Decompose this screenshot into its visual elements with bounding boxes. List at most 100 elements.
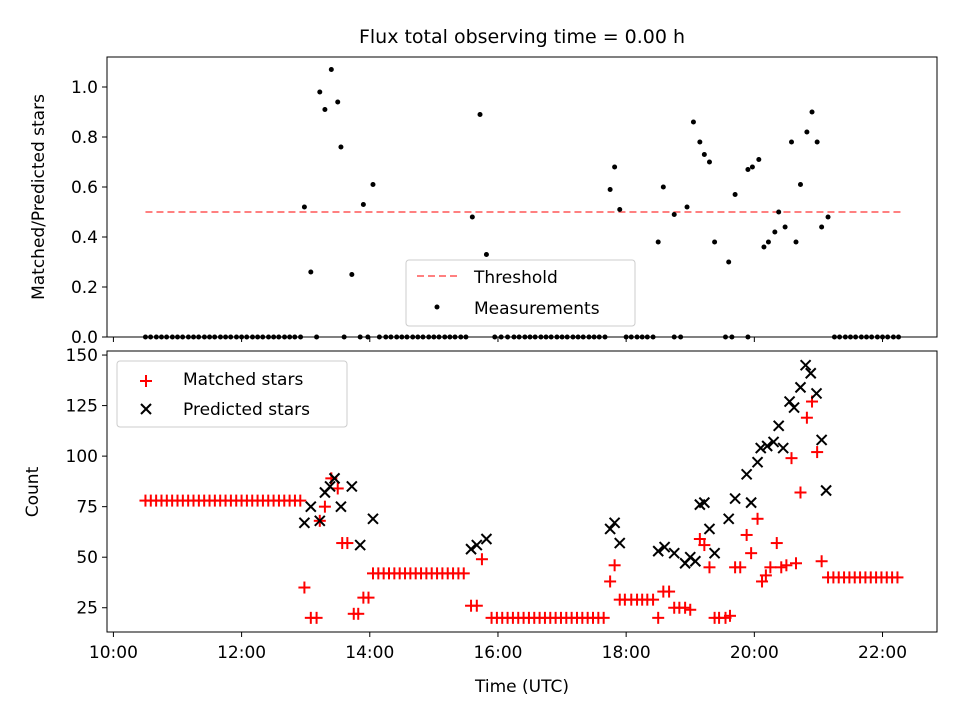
bottom-xtick-label: 18:00 [602,643,651,663]
matched-marker [331,482,344,495]
predicted-marker [755,442,767,454]
predicted-marker [298,517,311,529]
bottom-plot-frame [106,350,938,633]
matched-marker [318,500,331,513]
matched-marker [663,585,676,598]
predicted-marker [346,480,358,493]
legend-measurements-label: Measurements [474,299,600,319]
matched-marker [740,528,753,541]
legend-predicted-swatch [140,403,152,415]
measurement-point [360,202,366,207]
measurement-point [301,204,307,210]
matched-marker [764,561,777,574]
matched-marker [891,571,904,584]
figure-title: Flux total observing time = 0.00 h [359,26,685,48]
bottom-legend-box [116,360,348,428]
bottom-xtick-label: 14:00 [345,643,394,663]
measurement-point [732,192,738,197]
predicted-marker [658,541,671,553]
matched-marker [597,611,610,624]
bottom-ytick-label: 50 [76,548,98,568]
measurement-point [814,139,820,145]
top-plot-frame [106,56,938,338]
matched-marker [294,494,307,507]
measurement-point [804,129,810,135]
predicted-marker [788,401,800,414]
predicted-marker [815,434,828,446]
predicted-marker [799,359,812,371]
predicted-marker [777,442,789,454]
predicted-marker [614,537,626,549]
predicted-marker [805,367,817,379]
matched-marker [723,609,736,622]
matched-marker [679,601,692,614]
predicted-marker [314,515,326,527]
measurement-point [819,224,825,230]
predicted-marker [745,496,757,509]
bottom-xtick-label: 10:00 [89,643,138,663]
bottom-xtick-label: 22:00 [858,643,907,663]
matched-marker [759,569,772,582]
measurement-point [690,119,696,125]
measurement-point [655,239,661,245]
measurement-point [782,224,788,230]
measurement-point [483,252,489,257]
predicted-marker [722,513,735,525]
predicted-marker [480,533,493,545]
predicted-marker [740,468,753,481]
matched-marker [751,512,764,525]
measurement-point [671,212,677,217]
predicted-marker [698,496,711,509]
measurement-point [660,184,666,190]
top-ytick-label: 0.0 [71,328,98,348]
top-legend-box [405,259,636,327]
predicted-marker [751,456,764,468]
predicted-marker [608,517,621,529]
measurement-point [761,244,767,250]
bottom-ytick-label: 150 [66,346,98,366]
measurement-point [789,139,795,145]
matched-marker [734,561,747,574]
matched-marker [684,603,697,616]
measurement-point [370,182,376,187]
measurement-point [772,229,778,235]
matched-marker [756,575,769,588]
predicted-marker [783,395,796,408]
measurement-point [793,239,799,245]
top-ytick-label: 1.0 [71,78,98,98]
bottom-ytick-label: 125 [66,397,98,417]
measurement-point [745,167,751,172]
bottom-xtick-label: 16:00 [473,643,522,663]
matched-marker [457,567,470,580]
predicted-marker [820,484,832,497]
matched-marker [310,611,323,624]
bottom-ytick-label: 75 [76,498,98,518]
matched-marker [698,539,711,552]
matched-marker [604,575,617,588]
legend-matched-label: Matched stars [183,370,303,390]
measurement-point [701,152,707,157]
predicted-marker [465,543,477,555]
legend-threshold-label: Threshold [473,268,558,288]
predicted-marker [335,500,347,513]
predicted-marker [324,480,336,493]
measurement-point [765,239,771,245]
measurement-point [617,207,623,212]
measurement-point [712,239,718,245]
bottom-ytick-label: 100 [66,447,98,467]
measurement-point [809,109,815,115]
measurement-point [328,67,334,72]
top-legend: Threshold Measurements [405,259,636,327]
measurement-point [477,112,483,117]
predicted-marker [652,545,664,557]
bottom-xtick-label: 12:00 [217,643,266,663]
measurement-point [308,269,314,275]
top-ytick-label: 0.2 [71,278,98,298]
predicted-marker [703,523,716,535]
matched-marker [352,607,365,620]
matched-marker [815,555,828,568]
predicted-marker [761,440,773,452]
matched-marker [362,591,375,604]
bottom-xtick-label: 20:00 [730,643,779,663]
